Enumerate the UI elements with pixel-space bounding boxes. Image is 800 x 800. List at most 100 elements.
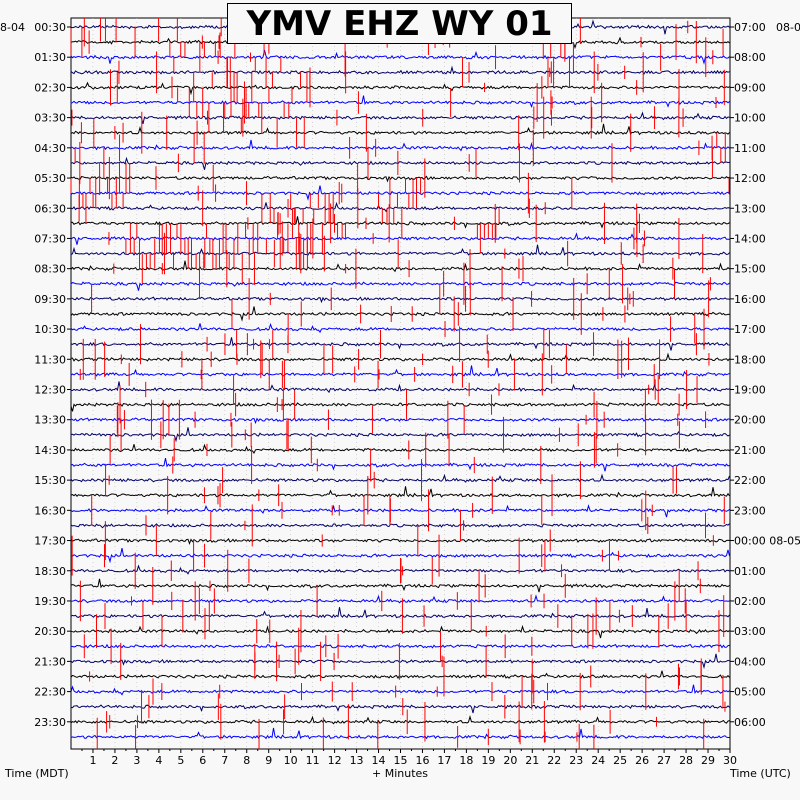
y-tick-label-right: 02:00 — [734, 595, 766, 608]
x-tick-label: 24 — [591, 754, 605, 767]
y-tick-label-left: 19:30 — [34, 595, 66, 608]
y-tick-label-right: 19:00 — [734, 384, 766, 397]
y-tick-label-right: 22:00 — [734, 474, 766, 487]
y-tick-label-left: 03:30 — [34, 112, 66, 125]
y-tick-label-right: 00:00 08-05 — [734, 535, 800, 548]
y-tick-label-right: 09:00 — [734, 81, 766, 94]
x-tick-label: 17 — [437, 754, 451, 767]
y-tick-label-right: 08:00 — [734, 51, 766, 64]
y-tick-label-right: 20:00 — [734, 414, 766, 427]
x-tick-label: 19 — [481, 754, 495, 767]
x-tick-label: 8 — [243, 754, 250, 767]
y-tick-label-right: 06:00 — [734, 716, 766, 729]
trace-line — [70, 381, 730, 394]
trace-line — [70, 473, 730, 483]
trace-line — [70, 607, 730, 619]
traces — [70, 19, 730, 740]
x-tick-label: 10 — [284, 754, 298, 767]
x-tick-label: 5 — [177, 754, 184, 767]
x-tick-label: 23 — [569, 754, 583, 767]
trace-line — [70, 594, 730, 604]
x-tick-label: 25 — [613, 754, 627, 767]
y-tick-label-right: 16:00 — [734, 293, 766, 306]
x-tick-label: 3 — [133, 754, 140, 767]
trace-line — [70, 232, 730, 245]
x-tick-label: 22 — [547, 754, 561, 767]
x-axis: 1 2 3 4 5 6 7 8 9 10 11 12 13 14 15 16 17 18 19 20 21 22 23 24 2… — [81, 749, 737, 767]
trace-line — [70, 201, 730, 213]
x-tick-label: 9 — [265, 754, 272, 767]
trace-line — [70, 322, 730, 334]
x-tick-label: 18 — [459, 754, 473, 767]
x-tick-label: 7 — [221, 754, 228, 767]
x-tick-label: 15 — [394, 754, 408, 767]
trace-line — [70, 684, 730, 696]
trace-line — [70, 95, 730, 108]
x-tick-label: 11 — [306, 754, 320, 767]
y-tick-label-left: 22:30 — [34, 686, 66, 699]
trace-line — [70, 653, 730, 670]
y-tick-label-left: 06:30 — [34, 202, 66, 215]
trace-line — [70, 175, 730, 183]
x-tick-label: 27 — [657, 754, 671, 767]
y-tick-label-right: 18:00 — [734, 353, 766, 366]
y-tick-label-left: 08:30 — [34, 263, 66, 276]
x-tick-label: 14 — [372, 754, 386, 767]
trace-line — [70, 123, 730, 136]
y-tick-label-right: 14:00 — [734, 232, 766, 245]
trace-line — [70, 306, 730, 322]
trace-line — [70, 244, 730, 257]
trace-line — [70, 704, 730, 714]
x-tick-label: 20 — [503, 754, 517, 767]
trace-line — [70, 216, 730, 229]
x-tick-label: 1 — [89, 754, 96, 767]
y-tick-label-right: 07:00 — [734, 21, 766, 34]
grid — [92, 18, 709, 749]
trace-line — [70, 538, 730, 545]
trace-line — [70, 522, 730, 529]
trace-line — [70, 65, 730, 75]
trace-line — [70, 49, 730, 65]
corner-right-label: 08-0 — [776, 21, 800, 34]
trace-line — [70, 281, 730, 291]
y-tick-label-right: 12:00 — [734, 172, 766, 185]
y-tick-label-right: 15:00 — [734, 263, 766, 276]
trace-line — [70, 643, 730, 649]
x-tick-label: 29 — [701, 754, 715, 767]
y-tick-label-right: 23:00 — [734, 504, 766, 517]
x-tick-label: 2 — [111, 754, 118, 767]
x-tick-label: 4 — [155, 754, 162, 767]
trace-line — [70, 337, 730, 351]
y-tick-label-left: 15:30 — [34, 474, 66, 487]
y-axis-left: 00:30 01:30 02:30 03:30 04:30 05:30 06:30 07:30… — [34, 21, 71, 729]
y-tick-label-left: 09:30 — [34, 293, 66, 306]
y-tick-label-left: 02:30 — [34, 81, 66, 94]
y-tick-label-left: 05:30 — [34, 172, 66, 185]
trace-line — [70, 185, 730, 201]
trace-line — [70, 443, 730, 454]
x-tick-label: 21 — [525, 754, 539, 767]
y-tick-label-right: 03:00 — [734, 625, 766, 638]
x-tick-label: 28 — [679, 754, 693, 767]
y-tick-label-left: 18:30 — [34, 565, 66, 578]
y-tick-label-left: 16:30 — [34, 504, 66, 517]
x-tick-label: 16 — [415, 754, 429, 767]
y-tick-label-left: 12:30 — [34, 384, 66, 397]
trace-line — [70, 624, 730, 639]
y-tick-label-left: 00:30 — [34, 21, 66, 34]
left-axis-title: Time (MDT) — [4, 767, 69, 780]
y-tick-label-right: 17:00 — [734, 323, 766, 336]
clip-spikes — [70, 18, 730, 749]
trace-line — [70, 365, 730, 377]
trace-line — [70, 486, 730, 498]
y-tick-label-left: 04:30 — [34, 142, 66, 155]
y-axis-right: 07:00 08:00 09:00 10:00 11:00 12:00 13:00 14:00… — [730, 21, 800, 729]
y-tick-label-right: 05:00 — [734, 686, 766, 699]
y-tick-label-left: 13:30 — [34, 414, 66, 427]
y-tick-label-right: 04:00 — [734, 655, 766, 668]
corner-left-label: 8-04 — [0, 21, 25, 34]
y-tick-label-left: 10:30 — [34, 323, 66, 336]
trace-line — [70, 139, 730, 152]
y-tick-label-left: 14:30 — [34, 444, 66, 457]
